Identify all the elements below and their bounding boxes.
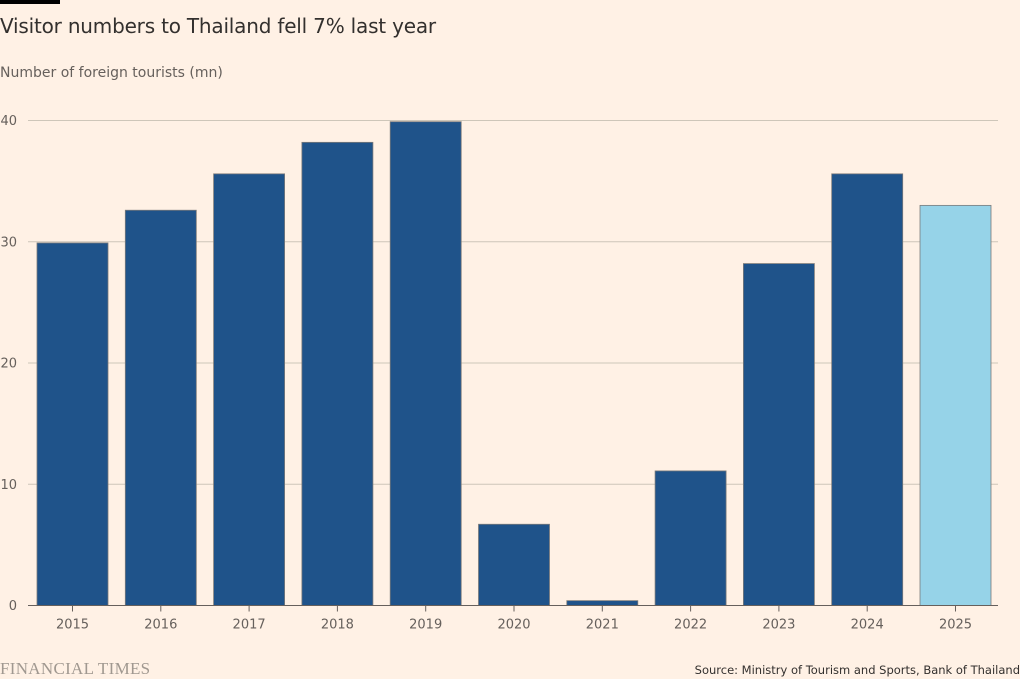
y-axis-labels: 0 10 20 30 40 [0, 114, 17, 614]
x-tick-label: 2018 [321, 618, 354, 633]
x-axis-labels: 2015 2016 2017 2018 2019 2020 2021 2022 2023 2024… [56, 618, 972, 633]
x-tick-label: 2024 [851, 618, 884, 633]
x-axis [28, 605, 998, 612]
bar-2020 [478, 523, 550, 606]
bar-2023 [743, 263, 815, 606]
financial-times-logo: FINANCIAL TIMES [0, 659, 151, 678]
x-tick-label: 2016 [144, 618, 177, 633]
y-tick-label: 0 [9, 599, 17, 614]
bar-2017 [213, 173, 286, 606]
bar-2025 [919, 204, 992, 606]
x-tick-label: 2017 [233, 618, 266, 633]
bar-2024 [831, 173, 904, 606]
bar-2016 [124, 209, 197, 606]
x-tick-label: 2019 [409, 618, 442, 633]
x-tick-label: 2023 [762, 618, 795, 633]
chart-title: Visitor numbers to Thailand fell 7% last… [0, 14, 436, 38]
bar-2022 [654, 470, 727, 606]
x-tick-label: 2020 [497, 618, 530, 633]
y-tick-label: 30 [0, 235, 17, 250]
bars [36, 121, 992, 606]
y-tick-label: 10 [0, 478, 17, 493]
x-tick-label: 2015 [56, 618, 89, 633]
bar-2018 [301, 141, 374, 606]
bar-2015 [36, 242, 109, 606]
chart-subtitle: Number of foreign tourists (mn) [0, 65, 223, 81]
y-tick-label: 20 [0, 357, 17, 372]
x-tick-label: 2022 [674, 618, 707, 633]
ft-top-bar [0, 0, 60, 4]
bar-2019 [389, 121, 462, 606]
x-tick-label: 2021 [586, 618, 619, 633]
bar-2021 [566, 600, 639, 606]
source-note: Source: Ministry of Tourism and Sports, … [694, 663, 1020, 677]
y-tick-label: 40 [0, 114, 17, 129]
x-tick-label: 2025 [939, 618, 972, 633]
